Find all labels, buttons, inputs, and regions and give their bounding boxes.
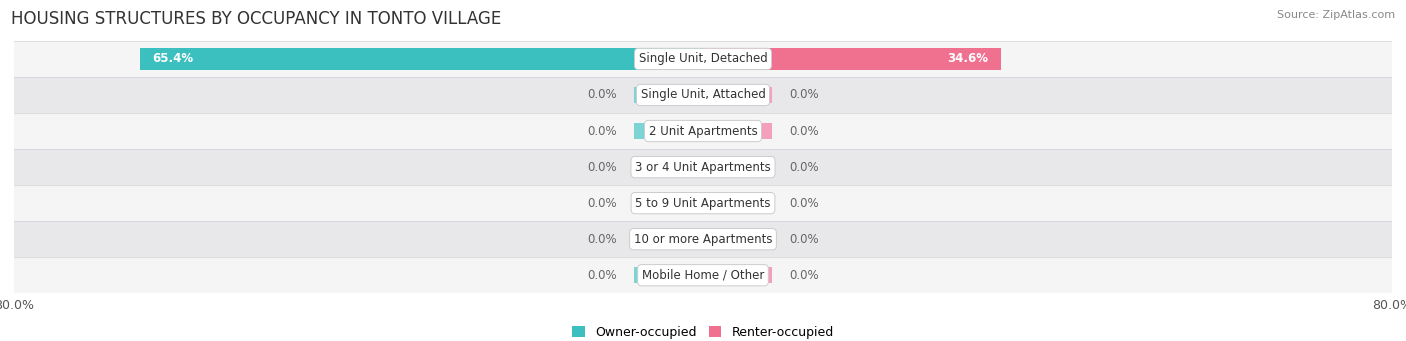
Text: Single Unit, Attached: Single Unit, Attached [641,89,765,102]
Bar [634,267,703,283]
Text: 0.0%: 0.0% [789,89,818,102]
Bar [634,87,703,103]
Text: 0.0%: 0.0% [789,269,818,282]
Text: 0.0%: 0.0% [588,269,617,282]
Text: 10 or more Apartments: 10 or more Apartments [634,233,772,246]
Bar [14,113,1392,149]
Text: 0.0%: 0.0% [789,124,818,137]
Bar [14,149,1392,185]
Bar [703,48,1001,70]
Text: 3 or 4 Unit Apartments: 3 or 4 Unit Apartments [636,161,770,174]
Bar [703,231,772,247]
Text: 2 Unit Apartments: 2 Unit Apartments [648,124,758,137]
Text: Source: ZipAtlas.com: Source: ZipAtlas.com [1277,10,1395,20]
Legend: Owner-occupied, Renter-occupied: Owner-occupied, Renter-occupied [568,322,838,341]
Bar [634,123,703,139]
Bar [634,231,703,247]
Text: 0.0%: 0.0% [588,233,617,246]
Bar [703,267,772,283]
Bar [703,195,772,211]
Text: Single Unit, Detached: Single Unit, Detached [638,53,768,65]
Text: 0.0%: 0.0% [789,197,818,210]
Text: 0.0%: 0.0% [789,233,818,246]
Bar [634,195,703,211]
Bar [14,41,1392,77]
Text: 65.4%: 65.4% [153,53,194,65]
Text: 0.0%: 0.0% [588,197,617,210]
Bar [14,77,1392,113]
Text: Mobile Home / Other: Mobile Home / Other [641,269,765,282]
Bar [14,185,1392,221]
Bar [703,123,772,139]
Text: HOUSING STRUCTURES BY OCCUPANCY IN TONTO VILLAGE: HOUSING STRUCTURES BY OCCUPANCY IN TONTO… [11,10,502,28]
Bar [703,87,772,103]
Text: 0.0%: 0.0% [789,161,818,174]
Bar [14,257,1392,293]
Text: 5 to 9 Unit Apartments: 5 to 9 Unit Apartments [636,197,770,210]
Text: 0.0%: 0.0% [588,161,617,174]
Text: 0.0%: 0.0% [588,124,617,137]
Bar [703,159,772,175]
Bar [14,221,1392,257]
Bar [139,48,703,70]
Text: 0.0%: 0.0% [588,89,617,102]
Bar [634,159,703,175]
Text: 34.6%: 34.6% [948,53,988,65]
